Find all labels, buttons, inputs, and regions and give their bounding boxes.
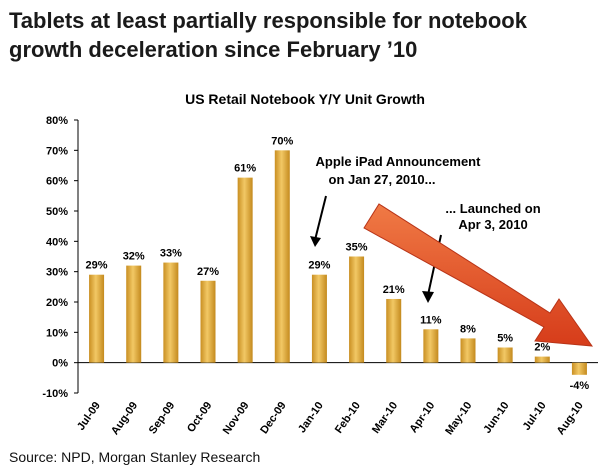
x-tick-label: Jan-10	[296, 400, 326, 435]
bar	[200, 280, 216, 363]
y-tick-label: -10%	[42, 388, 68, 400]
data-label: 8%	[460, 323, 476, 335]
data-label: 27%	[197, 266, 219, 278]
x-tick-label: Dec-09	[258, 400, 289, 436]
x-tick-label: May-10	[443, 400, 474, 437]
y-tick-label: 80%	[46, 115, 68, 127]
annotation-ipad-announcement-date: on Jan 27, 2010...	[329, 172, 436, 187]
bar	[237, 177, 253, 363]
annotation-ipad-announcement: Apple iPad Announcement	[316, 154, 482, 169]
data-label: 29%	[86, 260, 108, 272]
bar	[274, 150, 290, 363]
bar	[311, 274, 327, 363]
headline-line-1: Tablets at least partially responsible f…	[9, 8, 527, 33]
y-tick-label: 20%	[46, 297, 68, 309]
bars	[89, 150, 587, 375]
annotation-ipad-launch: ... Launched on	[445, 201, 540, 216]
y-tick-label: 30%	[46, 267, 68, 279]
y-tick-label: 50%	[46, 206, 68, 218]
bar	[497, 347, 513, 363]
x-tick-label: Apr-10	[407, 400, 437, 435]
annotation-arrow-announcement	[314, 195, 327, 241]
x-tick-label: Jul-09	[75, 400, 103, 433]
x-tick-label: Jul-10	[521, 400, 549, 433]
bar	[163, 262, 179, 363]
bar	[534, 356, 550, 363]
x-tick-label: Mar-10	[370, 400, 400, 436]
data-label: 33%	[160, 248, 182, 260]
x-tick-label: Nov-09	[221, 400, 252, 437]
x-tick-labels: Jul-09 Aug-09 Sep-09 Oct-09 Nov-09 Dec-09 Jan-…	[75, 400, 586, 437]
axes: -10% 0% 10% 20% 30% 40% 50% 60% 70% 80%	[42, 115, 598, 400]
bar	[126, 265, 142, 363]
data-label: 11%	[420, 314, 442, 326]
chart-title: US Retail Notebook Y/Y Unit Growth	[185, 91, 425, 107]
x-tick-label: Jun-10	[481, 400, 511, 436]
data-label: 61%	[234, 163, 256, 175]
data-label: 70%	[271, 135, 293, 147]
x-tick-label: Sep-09	[147, 400, 178, 436]
x-tick-label: Aug-09	[109, 400, 140, 437]
headline: Tablets at least partially responsible f…	[9, 6, 599, 64]
x-tick-label: Aug-10	[555, 400, 586, 437]
y-tick-label: 0%	[52, 358, 68, 370]
data-label: 2%	[534, 342, 550, 354]
data-labels: 29% 32% 33% 27% 61% 70% 29% 35% 21% 11% 8% 5% 2% -4%	[86, 135, 590, 391]
annotation-ipad-launch-date: Apr 3, 2010	[458, 217, 527, 232]
bar	[571, 362, 587, 375]
data-label: 32%	[123, 251, 145, 263]
y-tick-label: 10%	[46, 327, 68, 339]
source-note: Source: NPD, Morgan Stanley Research	[9, 449, 261, 465]
bar	[423, 329, 439, 363]
data-label: 35%	[346, 242, 368, 254]
bar	[89, 274, 105, 363]
bar	[349, 256, 365, 363]
trend-arrow	[363, 203, 594, 347]
y-tick-label: 60%	[46, 176, 68, 188]
y-tick-label: 40%	[46, 236, 68, 248]
annotation-arrowhead-announcement	[310, 236, 321, 247]
data-label: -4%	[570, 380, 590, 392]
data-label: 29%	[308, 260, 330, 272]
x-tick-label: Oct-09	[185, 400, 214, 435]
data-label: 5%	[497, 333, 513, 345]
annotation-arrowhead-launch	[422, 291, 434, 303]
bar	[386, 298, 402, 363]
headline-line-2: growth deceleration since February ’10	[9, 37, 418, 62]
y-tick-label: 70%	[46, 145, 68, 157]
annotations: Apple iPad Announcement on Jan 27, 2010..…	[310, 154, 594, 347]
data-label: 21%	[383, 284, 405, 296]
bar	[460, 338, 476, 363]
x-tick-label: Feb-10	[333, 400, 363, 436]
